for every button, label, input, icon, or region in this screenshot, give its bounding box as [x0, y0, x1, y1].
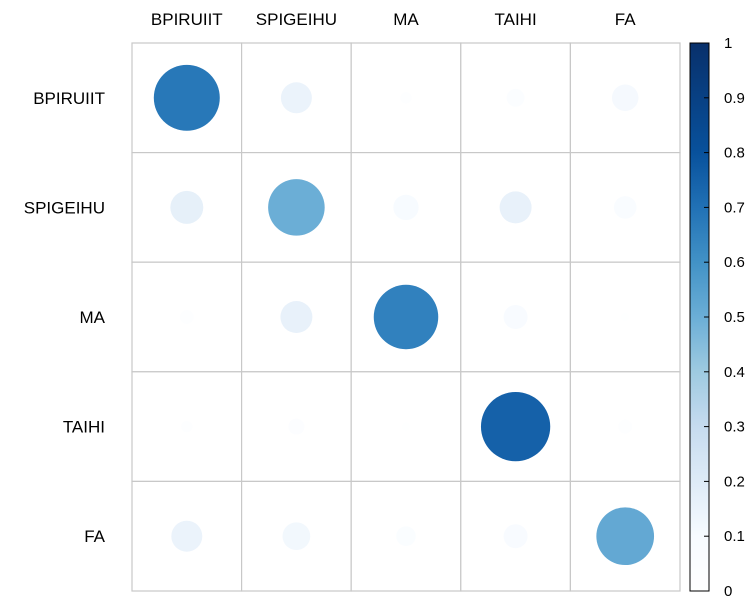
correlation-circle-taihi-taihi [480, 391, 551, 462]
colorbar-tick-label: 0.6 [724, 254, 745, 271]
correlation-circle-ma-taihi [503, 305, 528, 329]
grid-cell [241, 480, 352, 592]
grid-cell [460, 261, 571, 373]
correlation-circle-fa-fa [596, 507, 655, 566]
correlation-circle-taihi-ma [402, 422, 410, 431]
correlation-circle-spigeihu-fa [613, 196, 637, 219]
colorbar-tick-label: 0.4 [724, 364, 745, 381]
row-label: SPIGEIHU [24, 198, 105, 217]
column-labels: BPIRUIIT SPIGEIHU MA TAIHI FA [151, 10, 636, 29]
correlation-circle-ma-spigeihu [280, 301, 313, 333]
correlation-circle-bpiruiit-bpiruiit [153, 64, 220, 131]
correlation-circle-ma-bpiruiit [179, 310, 194, 324]
correlation-circle-taihi-fa [618, 419, 633, 434]
colorbar: 0 0.1 0.2 0.3 0.4 0.5 0.6 0.7 0.8 0.9 1 [689, 35, 745, 600]
colorbar-tick-label: 0.3 [724, 419, 745, 436]
correlation-circle-taihi-bpiruiit [181, 420, 193, 433]
column-label: BPIRUIIT [151, 10, 223, 29]
row-labels: BPIRUIIT SPIGEIHU MA TAIHI FA [24, 89, 106, 546]
correlation-circle-spigeihu-bpiruiit [170, 190, 204, 224]
colorbar-tick-label: 1 [724, 35, 732, 52]
correlation-circle-fa-ma [396, 526, 416, 546]
correlation-circle-bpiruiit-spigeihu [280, 82, 312, 114]
colorbar-tick-label: 0.1 [724, 528, 745, 545]
row-label: FA [84, 527, 105, 546]
colorbar-tick-label: 0.5 [724, 309, 745, 326]
correlation-circle-bpiruiit-taihi [506, 88, 525, 107]
colorbar-tick-label: 0 [724, 583, 732, 600]
colorbar-tick-label: 0.8 [724, 145, 745, 162]
circles [153, 64, 655, 566]
column-label: TAIHI [495, 10, 537, 29]
correlation-circle-spigeihu-taihi [499, 191, 532, 224]
correlation-circle-taihi-spigeihu [288, 418, 305, 435]
correlation-circle-fa-taihi [503, 524, 528, 549]
correlation-circle-ma-ma [373, 284, 439, 350]
grid-cell [350, 152, 462, 263]
colorbar-tick-label: 0.9 [724, 90, 745, 107]
correlation-circle-spigeihu-ma [393, 194, 419, 221]
correlation-circle-bpiruiit-fa [611, 84, 639, 112]
correlation-circle-bpiruiit-ma [400, 92, 412, 104]
correlation-circle-ma-fa [621, 313, 630, 321]
column-label: MA [393, 10, 419, 29]
colorbar-tick-label: 0.7 [724, 199, 745, 216]
row-label: BPIRUIIT [33, 89, 105, 108]
column-label: FA [615, 10, 636, 29]
correlation-circle-fa-bpiruiit [171, 520, 203, 552]
grid [131, 42, 681, 592]
colorbar-tick-label: 0.2 [724, 473, 745, 490]
correlation-circle-spigeihu-spigeihu [268, 179, 325, 236]
row-label: MA [80, 308, 106, 327]
row-label: TAIHI [63, 418, 105, 437]
column-label: SPIGEIHU [256, 10, 337, 29]
correlation-circle-fa-spigeihu [282, 522, 311, 551]
